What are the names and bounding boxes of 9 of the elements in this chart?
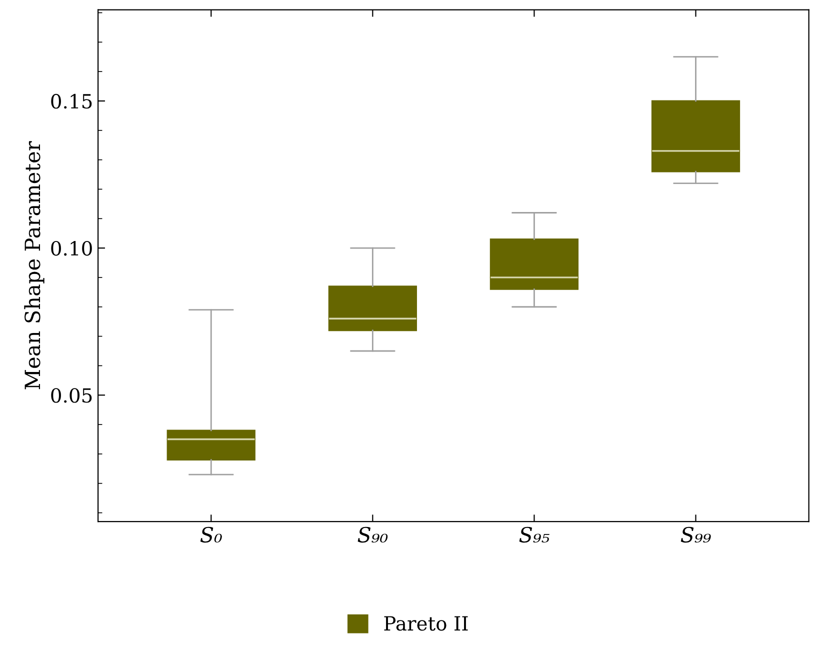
y-tick-label: 0.10 bbox=[51, 240, 92, 256]
legend-label: Pareto II bbox=[384, 616, 468, 631]
y-tick-label: 0.15 bbox=[51, 94, 92, 109]
x-tick-label: S₉₀ bbox=[358, 526, 388, 543]
y-axis-title: Mean Shape Parameter bbox=[24, 141, 44, 390]
x-tick-label: S₉₅ bbox=[519, 526, 550, 543]
x-tick-label: S₀ bbox=[200, 526, 222, 543]
x-tick-label: S₉₉ bbox=[680, 526, 711, 543]
y-tick-label: 0.05 bbox=[51, 388, 92, 403]
